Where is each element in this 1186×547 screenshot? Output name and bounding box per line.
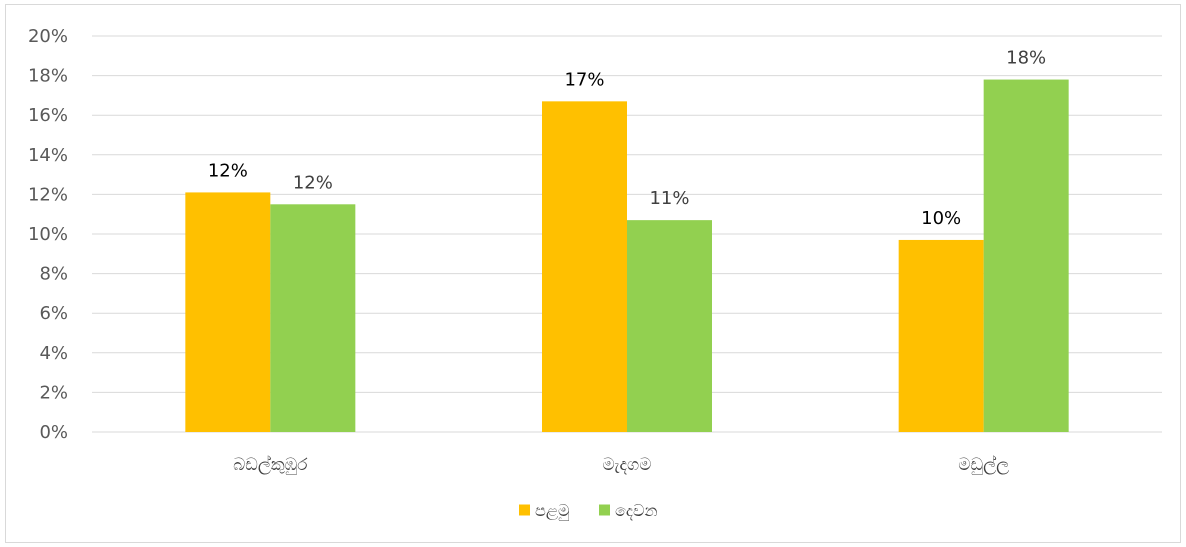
y-tick-label: 16% [28, 105, 68, 126]
y-tick-label: 18% [28, 66, 68, 87]
data-label: 18% [1006, 48, 1046, 69]
bar-second [270, 204, 356, 432]
y-tick-label: 10% [28, 224, 68, 245]
y-tick-label: 12% [28, 184, 68, 205]
bar-first [542, 101, 627, 432]
x-tick-label: මඩුල්ල [958, 455, 1009, 475]
data-label: 17% [564, 69, 604, 90]
x-tick-label: මැදගම [603, 455, 652, 475]
data-label: 12% [208, 160, 248, 181]
legend-label: දෙවන [615, 501, 658, 520]
data-label: 11% [649, 188, 689, 209]
data-label: 10% [921, 208, 961, 229]
legend-label: පළමු [535, 501, 570, 521]
bar-second [627, 220, 712, 432]
y-tick-label: 8% [39, 264, 68, 285]
bar-first [185, 192, 271, 432]
y-tick-label: 20% [28, 26, 68, 47]
y-tick-label: 14% [28, 145, 68, 166]
x-tick-label: බඩල්කුඹුර [233, 455, 308, 475]
legend-swatch [519, 504, 530, 516]
data-label: 12% [293, 172, 333, 193]
y-tick-label: 4% [39, 343, 68, 364]
legend-swatch [599, 504, 610, 516]
bar-second [983, 79, 1069, 432]
y-tick-label: 0% [39, 422, 68, 443]
y-tick-label: 2% [39, 382, 68, 403]
bar-first [898, 239, 984, 432]
y-tick-label: 6% [39, 303, 68, 324]
